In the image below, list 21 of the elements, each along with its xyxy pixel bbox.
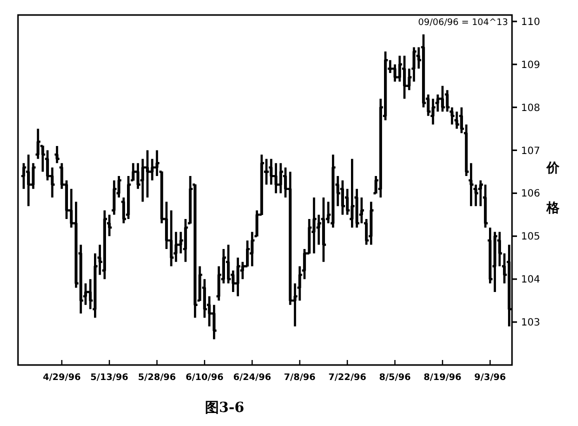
x-tick-label: 6/24/96	[233, 373, 272, 383]
y-tick-label: 109	[521, 60, 540, 71]
x-tick-label: 7/22/96	[328, 373, 366, 383]
y-tick-label: 107	[521, 146, 540, 157]
y-tick-label: 105	[521, 232, 540, 243]
x-tick-label: 8/19/96	[424, 373, 462, 383]
annotation: 09/06/96 = 104^13	[418, 18, 508, 28]
caption: 图3-6	[205, 400, 244, 416]
y-tick-label: 104	[521, 274, 540, 286]
x-tick-label: 8/5/96	[379, 373, 411, 383]
x-tick-label: 6/10/96	[186, 373, 224, 383]
y-tick-label: 106	[521, 188, 540, 200]
x-tick-label: 5/13/96	[90, 373, 128, 383]
x-tick-label: 9/3/96	[474, 373, 506, 383]
x-tick-label: 5/28/96	[138, 373, 176, 383]
y-tick-label: 108	[521, 102, 540, 114]
x-tick-label: 4/29/96	[42, 373, 81, 383]
text: 价格	[546, 161, 560, 216]
y-tick-label: 110	[521, 16, 540, 28]
y-tick-label: 103	[521, 318, 540, 329]
x-tick-label: 7/8/96	[284, 373, 316, 383]
